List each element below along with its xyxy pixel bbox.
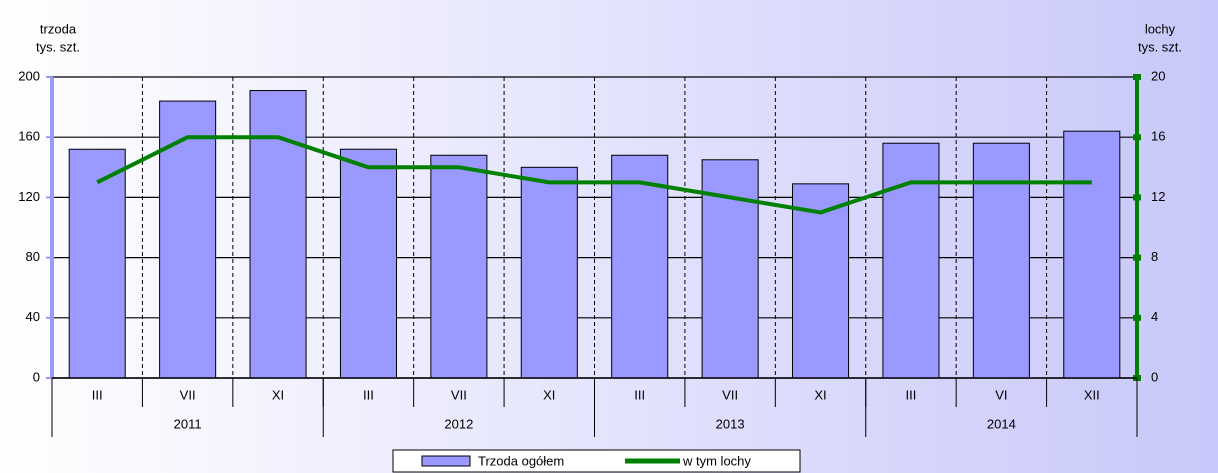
legend	[392, 449, 801, 473]
y2-tick-label: 8	[1151, 249, 1158, 264]
y-tick-label: 120	[18, 189, 40, 204]
group-label: 2013	[716, 416, 745, 431]
group-label: 2014	[987, 416, 1016, 431]
bar	[249, 90, 307, 379]
x-tick-label: III	[92, 387, 103, 402]
x-tick-label: VII	[722, 387, 738, 402]
bar	[430, 154, 488, 379]
y2-tick-label: 20	[1151, 68, 1165, 83]
legend-label: Trzoda ogółem	[478, 453, 564, 468]
group-label: 2011	[174, 416, 202, 431]
bar	[159, 100, 217, 379]
x-tick-label: III	[906, 387, 917, 402]
x-tick-label: XI	[543, 387, 555, 402]
y2-tick-label: 0	[1151, 369, 1158, 384]
y-tick-label: 160	[18, 129, 40, 144]
x-tick-label: VII	[451, 387, 467, 402]
group-label: 2012	[444, 416, 473, 431]
y2-tick	[1133, 134, 1141, 141]
y2-tick	[1133, 254, 1141, 261]
x-tick-label: XII	[1084, 387, 1100, 402]
y-tick-label: 0	[33, 369, 40, 384]
x-tick-label: III	[363, 387, 374, 402]
bar	[1063, 130, 1121, 379]
x-tick-label: III	[634, 387, 645, 402]
line	[96, 135, 1092, 215]
y2-tick-label: 12	[1151, 189, 1165, 204]
y2-tick-label: 16	[1151, 129, 1165, 144]
bar	[882, 142, 940, 379]
y-axis-title: tys. szt.	[36, 39, 80, 54]
bar	[611, 154, 669, 379]
y2-tick-label: 4	[1151, 309, 1158, 324]
y2-tick	[1133, 74, 1141, 80]
y-axis-title: trzoda	[40, 21, 77, 36]
bar	[68, 148, 126, 379]
x-tick-label: XI	[814, 387, 826, 402]
x-tick-label: VI	[995, 387, 1007, 402]
bar	[972, 142, 1030, 379]
bar	[520, 166, 578, 379]
y-tick-label: 80	[26, 249, 40, 264]
y2-axis-title: tys. szt.	[1138, 39, 1182, 54]
y-tick-label: 200	[18, 68, 40, 83]
y2-tick	[1133, 194, 1141, 201]
bar	[339, 148, 397, 379]
bar	[792, 183, 850, 379]
y-tick-label: 40	[26, 309, 40, 324]
x-tick-label: XI	[272, 387, 284, 402]
legend-label: w tym lochy	[682, 453, 751, 468]
y2-axis-title: lochy	[1145, 21, 1176, 36]
legend-swatch	[421, 455, 471, 467]
x-tick-label: VII	[180, 387, 196, 402]
y2-tick	[1133, 314, 1141, 321]
